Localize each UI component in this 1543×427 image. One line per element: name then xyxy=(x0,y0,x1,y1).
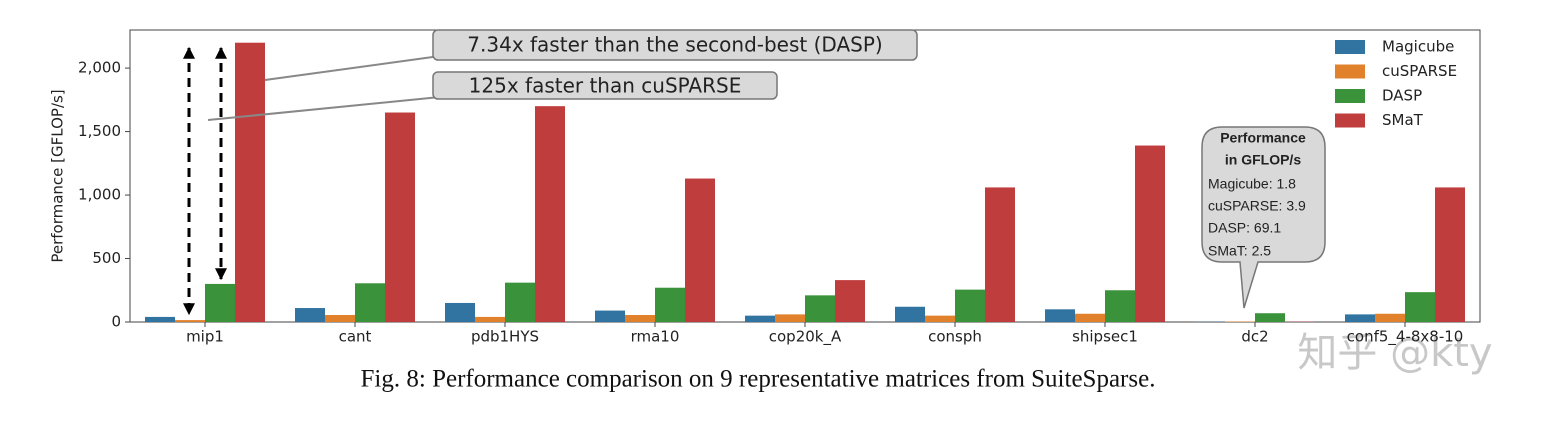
x-tick-label: rma10 xyxy=(631,328,680,346)
bar xyxy=(955,289,985,322)
bar xyxy=(505,282,535,322)
callout-bubble xyxy=(1201,126,1326,309)
callout-title: Performance xyxy=(1220,130,1306,146)
bar xyxy=(1435,187,1465,322)
bar xyxy=(985,187,1015,322)
callout-line: cuSPARSE: 3.9 xyxy=(1208,198,1306,214)
annotation: 7.34x faster than the second-best (DASP) xyxy=(467,33,882,57)
watermark: 知乎 @kty xyxy=(1297,330,1492,376)
legend-swatch xyxy=(1335,89,1365,103)
y-tick-label: 2,000 xyxy=(78,59,121,77)
bar xyxy=(745,315,775,322)
y-axis-label: Performance [GFLOP/s] xyxy=(49,89,67,262)
y-tick-label: 1,500 xyxy=(78,122,121,140)
bar xyxy=(1375,313,1405,322)
bar xyxy=(445,302,475,322)
bar xyxy=(235,42,265,323)
legend-swatch xyxy=(1335,64,1365,79)
bar xyxy=(775,314,805,322)
x-tick-label: cant xyxy=(339,328,372,346)
legend-label: SMaT xyxy=(1382,111,1424,129)
bar xyxy=(1105,290,1135,322)
bar xyxy=(595,310,625,322)
bar xyxy=(535,106,565,322)
x-tick-label: mip1 xyxy=(186,328,224,346)
legend-swatch xyxy=(1335,113,1365,128)
bar xyxy=(325,315,355,322)
bar xyxy=(1135,145,1165,322)
bar xyxy=(925,315,955,322)
y-tick-label: 1,000 xyxy=(78,186,121,204)
bar xyxy=(625,315,655,322)
bar xyxy=(295,308,325,322)
x-tick-label: conf5_4-8x8-10 xyxy=(1347,328,1464,347)
bar xyxy=(835,280,865,322)
bars xyxy=(145,42,1465,323)
legend-label: Magicube xyxy=(1382,38,1454,56)
annotation-box xyxy=(432,29,918,61)
bar xyxy=(895,306,925,322)
annotation-leader xyxy=(264,55,441,81)
bar xyxy=(1345,314,1375,322)
x-tick-label: consph xyxy=(928,328,982,346)
legend-label: DASP xyxy=(1382,87,1422,105)
x-tick-label: dc2 xyxy=(1241,328,1268,346)
annotation-leader xyxy=(207,96,441,121)
y-tick-label: 0 xyxy=(111,313,121,331)
x-tick-label: shipsec1 xyxy=(1072,328,1138,346)
bar xyxy=(1075,313,1105,322)
bar xyxy=(205,283,235,322)
callout-line: SMaT: 2.5 xyxy=(1208,243,1271,259)
bar xyxy=(685,178,715,322)
bar xyxy=(1255,313,1285,322)
bar xyxy=(475,316,505,322)
annotation: 125x faster than cuSPARSE xyxy=(469,74,742,98)
bar xyxy=(805,295,835,322)
bar xyxy=(385,112,415,323)
legend-label: cuSPARSE xyxy=(1382,62,1457,80)
bar xyxy=(1405,292,1435,322)
annotation-box xyxy=(432,71,778,100)
y-tick-label: 500 xyxy=(92,249,121,267)
caption: Fig. 8: Performance comparison on 9 repr… xyxy=(361,366,1156,393)
legend-swatch xyxy=(1335,40,1365,54)
bar xyxy=(145,316,175,322)
bar xyxy=(1045,309,1075,322)
callout-title: in GFLOP/s xyxy=(1225,152,1301,168)
bar xyxy=(655,287,685,322)
x-tick-label: pdb1HYS xyxy=(471,328,539,346)
callout-line: DASP: 69.1 xyxy=(1208,220,1281,236)
bar xyxy=(355,283,385,322)
bar xyxy=(175,320,205,322)
callout-line: Magicube: 1.8 xyxy=(1208,176,1296,192)
x-tick-label: cop20k_A xyxy=(769,328,842,347)
